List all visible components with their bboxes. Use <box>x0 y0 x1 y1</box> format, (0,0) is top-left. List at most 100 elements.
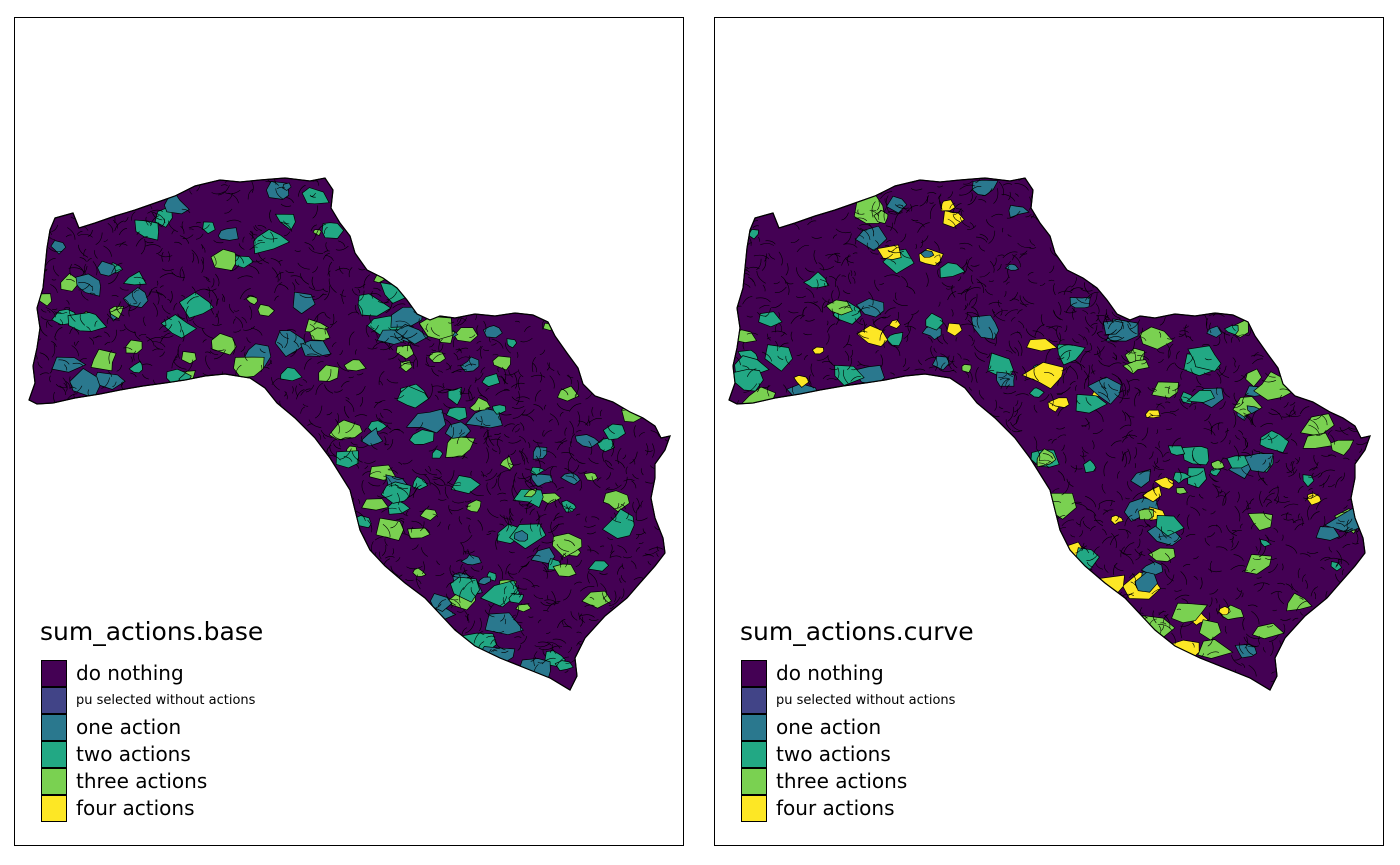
planning-unit-boundary <box>1321 454 1332 457</box>
planning-unit-boundary <box>1209 322 1212 334</box>
planning-unit-boundary <box>1052 309 1063 321</box>
planning-unit-boundary <box>1222 457 1229 461</box>
planning-unit-boundary <box>308 286 324 291</box>
planning-unit-boundary <box>344 405 350 419</box>
planning-unit-boundary <box>1091 325 1098 336</box>
planning-unit-boundary <box>866 242 870 250</box>
planning-unit-boundary <box>1232 357 1236 362</box>
planning-unit-boundary <box>1005 378 1011 386</box>
planning-unit-boundary <box>167 220 179 233</box>
planning-unit-boundary <box>1264 534 1270 542</box>
planning-unit-boundary <box>1141 361 1147 365</box>
planning-unit-boundary <box>1250 417 1256 427</box>
planning-unit-boundary <box>1133 447 1137 459</box>
planning-unit-boundary <box>984 336 995 344</box>
planning-unit-boundary <box>1007 234 1012 237</box>
planning-unit-boundary <box>292 282 296 291</box>
planning-unit-boundary <box>1141 427 1149 441</box>
planning-unit-boundary <box>1093 514 1104 527</box>
planning-unit-boundary <box>437 521 441 527</box>
planning-unit-boundary <box>435 572 445 576</box>
planning-unit-boundary <box>111 329 118 343</box>
planning-unit-boundary <box>388 469 398 474</box>
planning-unit-patch <box>602 490 630 513</box>
planning-unit-boundary <box>992 310 1006 322</box>
planning-unit-boundary <box>610 516 622 523</box>
planning-unit-boundary <box>613 502 626 510</box>
planning-unit-boundary <box>532 547 538 552</box>
planning-unit-boundary <box>1008 340 1017 354</box>
planning-unit-boundary <box>524 503 534 509</box>
planning-unit-boundary <box>917 222 930 233</box>
planning-unit-boundary <box>1341 511 1347 514</box>
planning-unit-boundary <box>607 537 614 540</box>
planning-unit-boundary <box>520 602 530 605</box>
planning-unit-boundary <box>957 276 962 282</box>
planning-unit-boundary <box>1243 413 1250 420</box>
planning-unit-boundary <box>133 302 138 305</box>
planning-unit-boundary <box>1186 356 1194 365</box>
planning-unit-boundary <box>1194 405 1196 410</box>
planning-unit-boundary <box>203 276 210 281</box>
planning-unit-boundary <box>1138 389 1140 397</box>
planning-unit-boundary <box>974 352 985 362</box>
planning-unit-boundary <box>1235 590 1243 600</box>
planning-unit-boundary <box>516 391 520 406</box>
planning-unit-boundary <box>537 443 542 458</box>
planning-unit-boundary <box>255 225 262 231</box>
planning-unit-boundary <box>1025 328 1037 339</box>
planning-unit-boundary <box>426 323 429 329</box>
planning-unit-boundary <box>564 558 568 568</box>
planning-unit-boundary <box>820 279 830 286</box>
planning-unit-boundary <box>1083 370 1090 386</box>
planning-unit-boundary <box>491 342 497 346</box>
planning-unit-patch <box>1171 602 1209 624</box>
planning-unit-boundary <box>1244 643 1259 648</box>
planning-unit-boundary <box>1003 411 1010 414</box>
planning-unit-boundary <box>903 315 914 325</box>
planning-unit-boundary <box>513 584 519 596</box>
planning-unit-patch <box>939 262 966 279</box>
planning-unit-boundary <box>290 348 298 357</box>
planning-unit-boundary <box>947 218 957 230</box>
planning-unit-boundary <box>935 261 942 264</box>
planning-unit-boundary <box>208 292 210 298</box>
planning-unit-boundary <box>173 303 178 311</box>
planning-unit-boundary <box>1292 519 1302 524</box>
planning-unit-boundary <box>428 465 431 472</box>
planning-unit-boundary <box>543 610 549 612</box>
planning-unit-boundary <box>530 485 543 489</box>
legend-base: sum_actions.base do nothing pu selected … <box>40 616 263 822</box>
planning-unit-boundary <box>185 306 189 322</box>
planning-unit-boundary <box>463 567 472 578</box>
planning-unit-boundary <box>845 257 854 264</box>
planning-unit-boundary <box>535 455 541 472</box>
planning-unit-boundary <box>371 324 379 333</box>
planning-unit-boundary <box>449 507 464 512</box>
planning-unit-boundary <box>1249 498 1255 505</box>
planning-unit-boundary <box>1033 404 1038 413</box>
planning-unit-boundary <box>1057 375 1063 386</box>
planning-unit-boundary <box>310 192 316 197</box>
planning-unit-boundary <box>975 236 988 243</box>
planning-unit-boundary <box>1280 394 1283 400</box>
planning-unit-boundary <box>1310 511 1320 520</box>
planning-unit-boundary <box>966 261 974 272</box>
planning-unit-boundary <box>424 328 429 333</box>
planning-unit-boundary <box>500 614 506 622</box>
planning-unit-boundary <box>1320 567 1325 571</box>
planning-unit-boundary <box>1231 535 1234 543</box>
planning-unit-boundary <box>1268 487 1279 494</box>
planning-unit-boundary <box>300 343 311 350</box>
planning-unit-boundary <box>539 372 542 383</box>
planning-unit-boundary <box>424 468 438 476</box>
planning-unit-boundary <box>1299 406 1310 415</box>
planning-unit-boundary <box>514 472 518 483</box>
planning-unit-boundary <box>1313 415 1322 420</box>
planning-unit-boundary <box>621 588 625 600</box>
legend-curve: sum_actions.curve do nothing pu selected… <box>740 616 974 822</box>
planning-unit-boundary <box>544 404 547 410</box>
planning-unit-boundary <box>1033 368 1039 382</box>
planning-unit-boundary <box>159 285 164 288</box>
planning-unit-boundary <box>1156 349 1165 354</box>
